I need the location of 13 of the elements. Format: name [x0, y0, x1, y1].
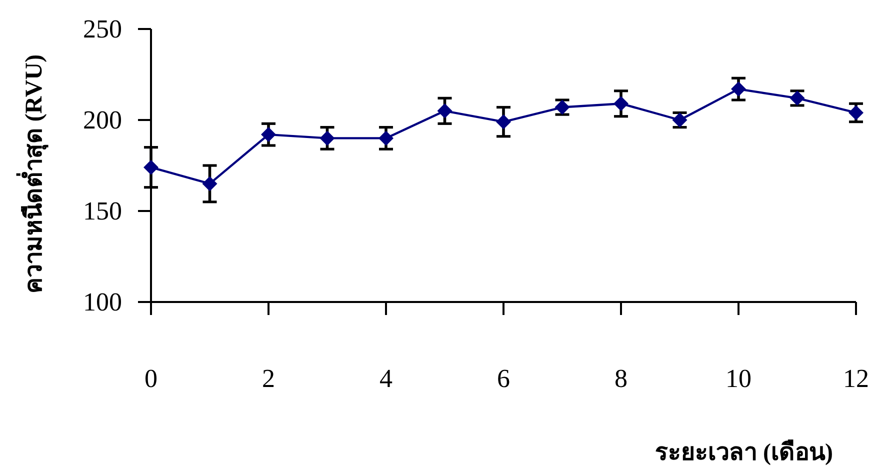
x-tick-label: 6: [497, 364, 510, 393]
y-axis-title: ความหนืดต่ำสุด (RVU): [14, 52, 56, 296]
x-tick-label: 8: [614, 364, 628, 393]
y-tick-label: 100: [83, 288, 122, 316]
x-tick-label: 2: [262, 364, 275, 393]
x-tick-label: 12: [843, 364, 869, 393]
y-tick-label: 200: [83, 106, 122, 134]
y-tick-label: 250: [83, 14, 122, 44]
x-tick-label: 4: [380, 364, 392, 393]
x-tick-label: 0: [144, 364, 158, 393]
y-tick-label: 150: [83, 196, 122, 226]
x-axis-title: ระยะเวลา (เดือน): [655, 440, 833, 466]
x-tick-label: 10: [726, 364, 752, 393]
